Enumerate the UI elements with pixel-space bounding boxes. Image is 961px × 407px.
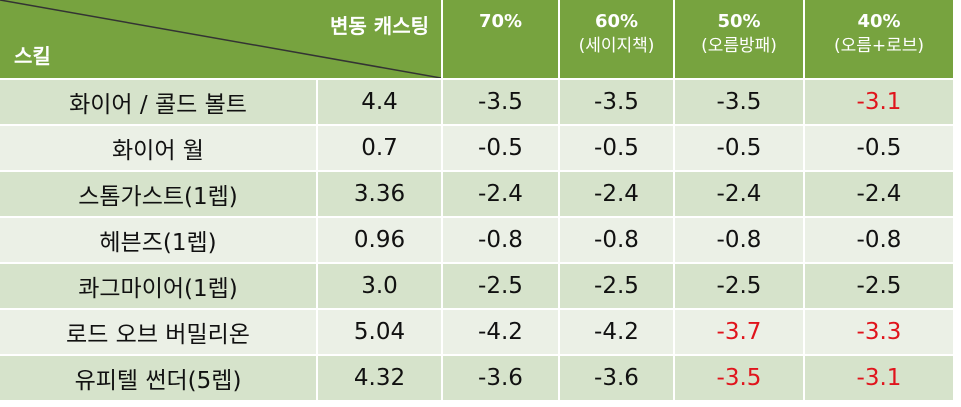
value-cell: -4.2 bbox=[443, 310, 560, 356]
value-cell: -0.5 bbox=[675, 126, 805, 172]
value-cell: 0.96 bbox=[318, 218, 443, 264]
value-cell: -2.5 bbox=[443, 264, 560, 310]
value-cell: 0.7 bbox=[318, 126, 443, 172]
value-cell: -2.4 bbox=[805, 172, 955, 218]
header-label: 50% bbox=[717, 11, 761, 32]
header-cell: 70% bbox=[443, 0, 560, 80]
skill-cell: 화이어 월 bbox=[0, 126, 318, 172]
value-cell: -0.5 bbox=[443, 126, 560, 172]
value-cell: -3.5 bbox=[675, 356, 805, 402]
value-cell: -2.4 bbox=[675, 172, 805, 218]
value-cell: -3.3 bbox=[805, 310, 955, 356]
value-cell: -2.5 bbox=[675, 264, 805, 310]
header-label: 70% bbox=[478, 11, 523, 32]
value-cell: -2.5 bbox=[805, 264, 955, 310]
corner-cell: 변동 캐스팅 스킬 bbox=[0, 0, 443, 80]
value-cell: 3.36 bbox=[318, 172, 443, 218]
value-cell: -2.5 bbox=[560, 264, 675, 310]
value-cell: 5.04 bbox=[318, 310, 443, 356]
skill-cell: 콰그마이어(1렙) bbox=[0, 264, 318, 310]
value-cell: -2.4 bbox=[560, 172, 675, 218]
value-cell: -3.5 bbox=[443, 80, 560, 126]
value-cell: -3.1 bbox=[805, 80, 955, 126]
skill-cell: 스톰가스트(1렙) bbox=[0, 172, 318, 218]
value-cell: -0.8 bbox=[805, 218, 955, 264]
value-cell: -0.5 bbox=[560, 126, 675, 172]
corner-bottom: 스킬 bbox=[14, 44, 51, 68]
value-cell: -0.5 bbox=[805, 126, 955, 172]
value-cell: -0.8 bbox=[675, 218, 805, 264]
header-note: (오름방패) bbox=[701, 36, 777, 56]
header-cell: 40% (오름+로브) bbox=[805, 0, 955, 80]
value-cell: -0.8 bbox=[443, 218, 560, 264]
header-label: 40% bbox=[857, 11, 901, 32]
value-cell: -4.2 bbox=[560, 310, 675, 356]
value-cell: -0.8 bbox=[560, 218, 675, 264]
value-cell: -3.6 bbox=[560, 356, 675, 402]
value-cell: -3.6 bbox=[443, 356, 560, 402]
value-cell: 4.4 bbox=[318, 80, 443, 126]
value-cell: 4.32 bbox=[318, 356, 443, 402]
header-cell: 60% (세이지책) bbox=[560, 0, 675, 80]
diagonal bbox=[0, 0, 441, 78]
header-note: (세이지책) bbox=[578, 36, 655, 56]
skill-cell: 로드 오브 버밀리온 bbox=[0, 310, 318, 356]
value-cell: -3.1 bbox=[805, 356, 955, 402]
skill-cell: 유피텔 썬더(5렙) bbox=[0, 356, 318, 402]
header-label: 60% bbox=[594, 11, 639, 32]
header-note: (오름+로브) bbox=[833, 36, 925, 56]
skill-cell: 화이어 / 콜드 볼트 bbox=[0, 80, 318, 126]
corner-top: 변동 캐스팅 bbox=[330, 14, 429, 38]
header-cell: 50% (오름방패) bbox=[675, 0, 805, 80]
value-cell: -3.7 bbox=[675, 310, 805, 356]
value-cell: 3.0 bbox=[318, 264, 443, 310]
value-cell: -3.5 bbox=[560, 80, 675, 126]
skill-cell: 헤븐즈(1렙) bbox=[0, 218, 318, 264]
value-cell: -3.5 bbox=[675, 80, 805, 126]
value-cell: -2.4 bbox=[443, 172, 560, 218]
